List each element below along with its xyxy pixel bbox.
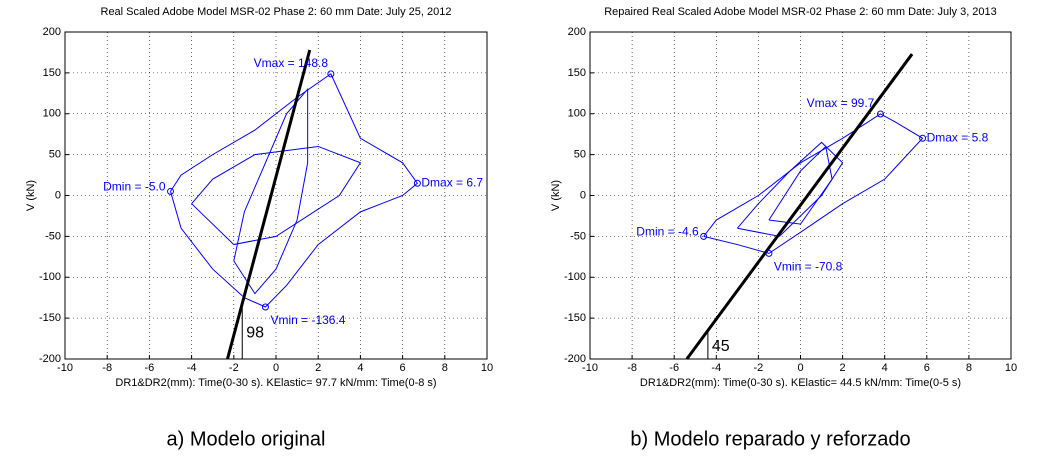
annotation-label: Dmax = 6.7 xyxy=(421,175,483,189)
x-tick-label: 0 xyxy=(797,362,803,374)
y-tick-label: 150 xyxy=(568,67,586,79)
y-tick-label: 50 xyxy=(49,149,61,161)
y-tick-label: -50 xyxy=(45,230,61,242)
x-tick-label: 2 xyxy=(840,362,846,374)
y-tick-label: 100 xyxy=(43,108,61,120)
annotation-label: Vmax = 148.8 xyxy=(254,56,329,70)
slope-label: 45 xyxy=(712,338,730,355)
annotation-marker xyxy=(700,232,708,240)
x-tick-label: 8 xyxy=(966,362,972,374)
y-tick-label: -200 xyxy=(564,353,586,365)
chart-title: Real Scaled Adobe Model MSR-02 Phase 2: … xyxy=(101,6,452,18)
x-tick-label: -4 xyxy=(711,362,721,374)
y-tick-label: 0 xyxy=(580,189,586,201)
y-tick-label: 0 xyxy=(55,189,61,201)
y-tick-label: -150 xyxy=(39,312,61,324)
y-tick-label: -100 xyxy=(564,271,586,283)
x-tick-label: 0 xyxy=(273,362,279,374)
hysteresis-loop xyxy=(703,113,924,254)
annotation-label: Vmax = 99.7 xyxy=(807,96,875,110)
x-tick-label: -2 xyxy=(229,362,239,374)
x-tick-label: -4 xyxy=(187,362,197,374)
annotation-label: Dmin = -4.6 xyxy=(636,225,699,239)
caption: a) Modelo original xyxy=(167,428,326,450)
y-tick-label: 50 xyxy=(574,149,586,161)
y-axis-label: V (kN) xyxy=(550,180,562,211)
axes-box xyxy=(64,31,488,360)
x-tick-label: 10 xyxy=(481,362,493,374)
plot-area xyxy=(65,32,487,359)
y-axis-label: V (kN) xyxy=(25,180,37,211)
x-tick-label: 4 xyxy=(882,362,888,374)
hysteresis-loop xyxy=(170,73,419,308)
chart-title: Repaired Real Scaled Adobe Model MSR-02 … xyxy=(604,6,997,18)
hysteresis-loop xyxy=(191,145,362,246)
x-tick-label: 2 xyxy=(315,362,321,374)
annotation-marker xyxy=(919,134,927,142)
x-tick-label: -10 xyxy=(582,362,598,374)
x-tick-label: 10 xyxy=(1005,362,1017,374)
x-tick-label: -6 xyxy=(145,362,155,374)
y-tick-label: -50 xyxy=(570,230,586,242)
annotation-label: Vmin = -70.8 xyxy=(774,260,843,274)
hysteresis-loop xyxy=(768,145,833,225)
y-tick-label: 200 xyxy=(43,26,61,38)
annotation-label: Dmax = 5.8 xyxy=(927,130,989,144)
x-axis-label: DR1&DR2(mm): Time(0-30 s). KElastic= 97.… xyxy=(115,377,436,389)
annotation-label: Dmin = -5.0 xyxy=(103,180,166,194)
x-tick-label: -8 xyxy=(627,362,637,374)
plot-area xyxy=(590,32,1011,359)
y-tick-label: -100 xyxy=(39,271,61,283)
hysteresis-loop xyxy=(736,141,844,237)
annotation-marker xyxy=(765,249,773,257)
annotation-marker xyxy=(167,187,174,195)
y-tick-label: 100 xyxy=(568,108,586,120)
annotation-label: Vmin = -136.4 xyxy=(270,313,345,327)
x-tick-label: -6 xyxy=(669,362,679,374)
y-tick-label: 200 xyxy=(568,26,586,38)
annotation-marker xyxy=(261,303,269,311)
hysteresis-loop xyxy=(233,87,309,295)
annotation-marker xyxy=(876,110,884,118)
x-tick-label: 6 xyxy=(924,362,930,374)
y-tick-label: 150 xyxy=(43,67,61,79)
x-tick-label: -2 xyxy=(754,362,764,374)
x-tick-label: -8 xyxy=(102,362,112,374)
y-tick-label: -150 xyxy=(564,312,586,324)
x-tick-label: 6 xyxy=(400,362,406,374)
stiffness-line xyxy=(226,49,312,360)
axes-box xyxy=(589,31,1012,360)
x-tick-label: -10 xyxy=(57,362,73,374)
caption: b) Modelo reparado y reforzado xyxy=(630,428,910,450)
annotation-marker xyxy=(413,179,421,187)
y-tick-label: -200 xyxy=(39,353,61,365)
stiffness-line xyxy=(685,53,914,360)
annotation-marker xyxy=(327,70,335,78)
x-tick-label: 8 xyxy=(442,362,448,374)
slope-label: 98 xyxy=(246,324,264,341)
x-axis-label: DR1&DR2(mm): Time(0-30 s). KElastic= 44.… xyxy=(640,377,961,389)
x-tick-label: 4 xyxy=(357,362,363,374)
